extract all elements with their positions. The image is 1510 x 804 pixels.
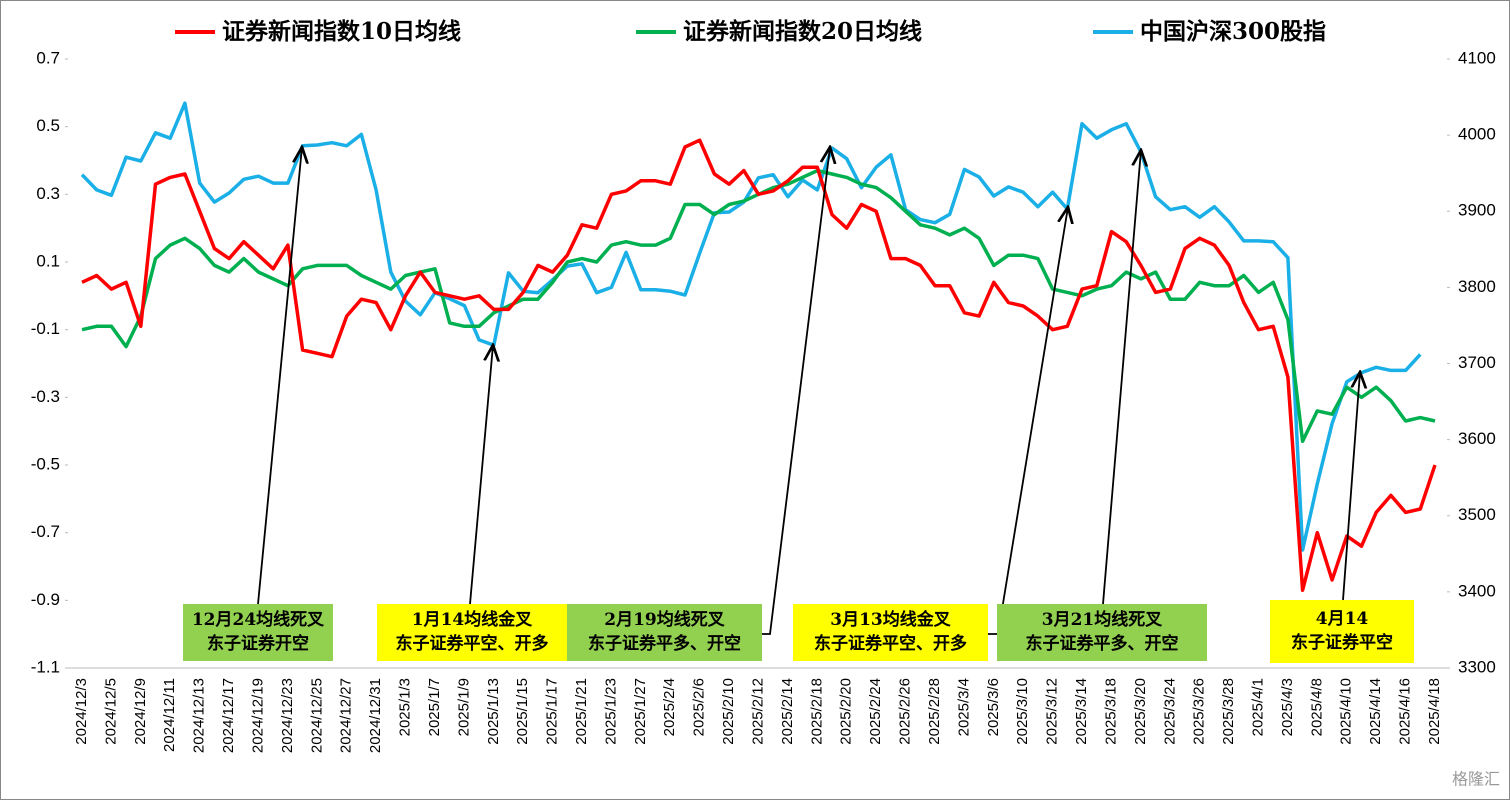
x-tick-label: 2025/3/4 (955, 678, 972, 736)
x-tick-label: 2025/1/9 (455, 678, 472, 736)
x-tick-label: 2025/4/18 (1426, 678, 1443, 745)
annotation-text: 2月19均线死叉 (604, 609, 725, 630)
x-tick-label: 2025/2/28 (926, 678, 943, 745)
annotation-box (793, 604, 988, 661)
x-tick-label: 2024/12/25 (308, 678, 325, 753)
x-tick-label: 2024/12/13 (191, 678, 208, 753)
x-tick-label: 2025/4/1 (1249, 678, 1266, 736)
x-tick-label: 2024/12/19 (249, 678, 266, 753)
x-tick-label: 2024/12/3 (73, 678, 90, 745)
x-tick-label: 2025/3/14 (1073, 678, 1090, 745)
x-tick-label: 2025/3/12 (1044, 678, 1061, 745)
x-tick-label: 2025/2/24 (867, 678, 884, 745)
annotation-arrow (1102, 150, 1141, 605)
x-tick-label: 2024/12/11 (161, 678, 178, 752)
annotation-box (183, 604, 333, 661)
y-tick-label: -0.9 (31, 590, 60, 609)
y2-tick-label: 3500 (1458, 505, 1496, 524)
annotation-text: 3月21均线死叉 (1042, 609, 1163, 630)
annotation-text: 东子证券开空 (207, 633, 309, 654)
y-tick-label: 0.1 (36, 251, 60, 270)
y-tick-label: 0.3 (36, 184, 60, 203)
y2-tick-label: 4100 (1458, 48, 1496, 67)
y2-tick-label: 3600 (1458, 429, 1496, 448)
x-tick-label: 2025/2/4 (661, 678, 678, 736)
annotation-text: 4月14 (1316, 609, 1369, 629)
x-tick-label: 2024/12/9 (132, 678, 149, 745)
x-tick-label: 2025/3/10 (1014, 678, 1031, 745)
y2-tick-label: 3900 (1458, 201, 1496, 220)
x-tick-label: 2025/1/27 (632, 678, 649, 745)
annotation-text: 12月24均线死叉 (192, 609, 325, 630)
y2-tick-label: 4000 (1458, 125, 1496, 144)
annotation-arrow (762, 147, 830, 635)
y-tick-label: 0.5 (36, 116, 60, 135)
x-tick-label: 2024/12/23 (279, 678, 296, 753)
annotation-box (377, 604, 567, 661)
y-tick-label: -1.1 (31, 657, 60, 676)
x-tick-label: 2025/1/13 (485, 678, 502, 745)
x-tick-label: 2025/2/12 (749, 678, 766, 745)
x-tick-label: 2025/1/17 (544, 678, 561, 745)
x-tick-label: 2025/3/28 (1220, 678, 1237, 745)
legend-label: 中国沪深300股指 (1140, 18, 1326, 45)
x-tick-label: 2024/12/31 (367, 678, 384, 753)
annotation-text: 东子证券平空 (1291, 632, 1393, 653)
x-tick-label: 2025/4/14 (1367, 678, 1384, 745)
legend-label: 证券新闻指数20日均线 (683, 18, 922, 45)
annotation-text: 3月13均线金叉 (830, 609, 951, 630)
legend-label: 证券新闻指数10日均线 (222, 18, 461, 45)
x-tick-label: 2025/1/21 (573, 678, 590, 745)
x-tick-label: 2025/4/16 (1397, 678, 1414, 745)
x-tick-label: 2025/1/3 (397, 678, 414, 736)
x-tick-label: 2025/3/6 (985, 678, 1002, 736)
x-tick-label: 2024/12/17 (220, 678, 237, 753)
x-tick-label: 2024/12/27 (338, 678, 355, 753)
y2-tick-label: 3700 (1458, 353, 1496, 372)
annotation-box (997, 604, 1207, 661)
x-tick-label: 2025/4/3 (1279, 678, 1296, 736)
y2-tick-label: 3300 (1458, 657, 1496, 676)
x-tick-label: 2025/1/15 (514, 678, 531, 745)
annotation-text: 东子证券平空、开多 (396, 633, 549, 654)
watermark: 格隆汇 (1452, 770, 1500, 789)
annotation-text: 东子证券平空、开多 (814, 633, 967, 654)
x-tick-label: 2025/3/20 (1132, 678, 1149, 745)
x-tick-label: 2024/12/5 (102, 678, 119, 745)
series-line (81, 138, 1437, 592)
x-tick-label: 2025/3/24 (1161, 678, 1178, 745)
annotation-box (1270, 600, 1414, 663)
x-tick-label: 2025/2/18 (808, 678, 825, 745)
annotation-box (567, 604, 762, 661)
x-tick-label: 2025/2/14 (779, 678, 796, 745)
annotation-arrow (1342, 372, 1360, 601)
x-tick-label: 2025/2/20 (838, 678, 855, 745)
y2-tick-label: 3800 (1458, 277, 1496, 296)
y-tick-label: 0.7 (36, 48, 60, 67)
x-tick-label: 2025/2/26 (897, 678, 914, 745)
x-tick-label: 2025/1/23 (602, 678, 619, 745)
y-tick-label: -0.7 (31, 522, 60, 541)
annotation-arrow (257, 147, 302, 605)
x-tick-label: 2025/4/10 (1338, 678, 1355, 745)
x-tick-label: 2025/4/8 (1308, 678, 1325, 736)
annotation-text: 东子证券平多、开空 (588, 633, 741, 654)
y-tick-label: -0.5 (31, 454, 60, 473)
y-tick-label: -0.3 (31, 387, 60, 406)
x-tick-label: 2025/2/10 (720, 678, 737, 745)
x-tick-label: 2025/3/18 (1102, 678, 1119, 745)
annotation-arrow (469, 345, 493, 605)
x-tick-label: 2025/1/7 (426, 678, 443, 736)
annotation-text: 东子证券平多、开空 (1026, 633, 1179, 654)
annotation-text: 1月14均线金叉 (412, 609, 533, 630)
x-tick-label: 2025/2/6 (691, 678, 708, 736)
x-tick-label: 2025/3/26 (1191, 678, 1208, 745)
y-tick-label: -0.1 (31, 319, 60, 338)
y2-tick-label: 3400 (1458, 581, 1496, 600)
